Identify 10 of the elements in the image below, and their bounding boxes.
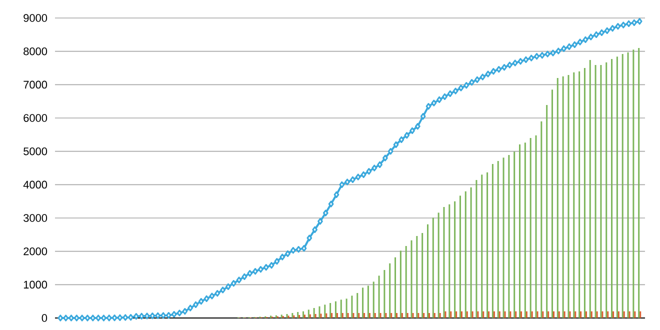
y-tick-label: 3000: [24, 214, 48, 222]
y-tick-label: 7000: [24, 80, 48, 89]
y-tick-label: 4000: [23, 180, 48, 189]
y-tick-label: 0: [42, 314, 48, 322]
y-tick-label: 5000: [24, 147, 48, 156]
y-tick-label: 8000: [24, 47, 48, 56]
y-tick-label: 2000: [24, 247, 48, 256]
y-tick-label: 6000: [24, 114, 48, 122]
y-tick-label: 9000: [24, 14, 48, 22]
y-tick-label: 1000: [24, 280, 48, 289]
